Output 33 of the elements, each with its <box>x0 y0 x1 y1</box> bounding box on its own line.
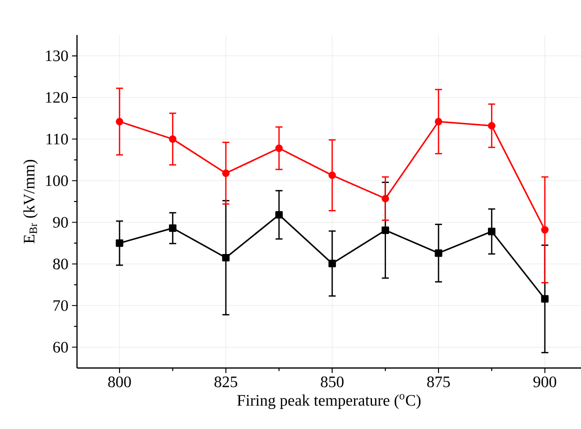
point <box>382 194 390 202</box>
x-tick-label: 900 <box>533 376 556 388</box>
point <box>328 260 336 268</box>
y-tick-label: 120 <box>46 92 68 103</box>
y-tick-label: 100 <box>46 175 68 186</box>
x-axis-title: Firing peak temperature ($^{o}$C) <box>237 394 421 410</box>
y-tick-label: 70 <box>54 300 68 311</box>
point <box>328 172 336 180</box>
point <box>434 118 442 126</box>
y-tick-label: 80 <box>53 258 68 270</box>
point <box>168 135 176 143</box>
y-tick-label: 90 <box>53 216 68 228</box>
point <box>382 226 390 234</box>
point <box>488 228 496 236</box>
point <box>541 226 549 234</box>
point <box>116 118 124 126</box>
x-tick-label: 825 <box>214 376 238 388</box>
point <box>168 224 176 232</box>
y-tick-label: 60 <box>53 342 68 353</box>
y-axis-title: E$_{Br}$ (kV/mm) <box>23 160 38 244</box>
point <box>434 249 442 257</box>
x-tick-label: 850 <box>320 376 344 388</box>
x-tick-label: 875 <box>427 376 450 388</box>
point <box>541 295 549 303</box>
point <box>116 239 124 247</box>
point <box>222 254 230 262</box>
point <box>222 169 230 177</box>
y-tick-label: 110 <box>46 134 68 144</box>
point <box>488 122 496 130</box>
y-tick-label: 130 <box>46 50 68 62</box>
point <box>275 211 283 219</box>
point <box>275 144 283 152</box>
x-tick-label: 800 <box>108 376 131 388</box>
